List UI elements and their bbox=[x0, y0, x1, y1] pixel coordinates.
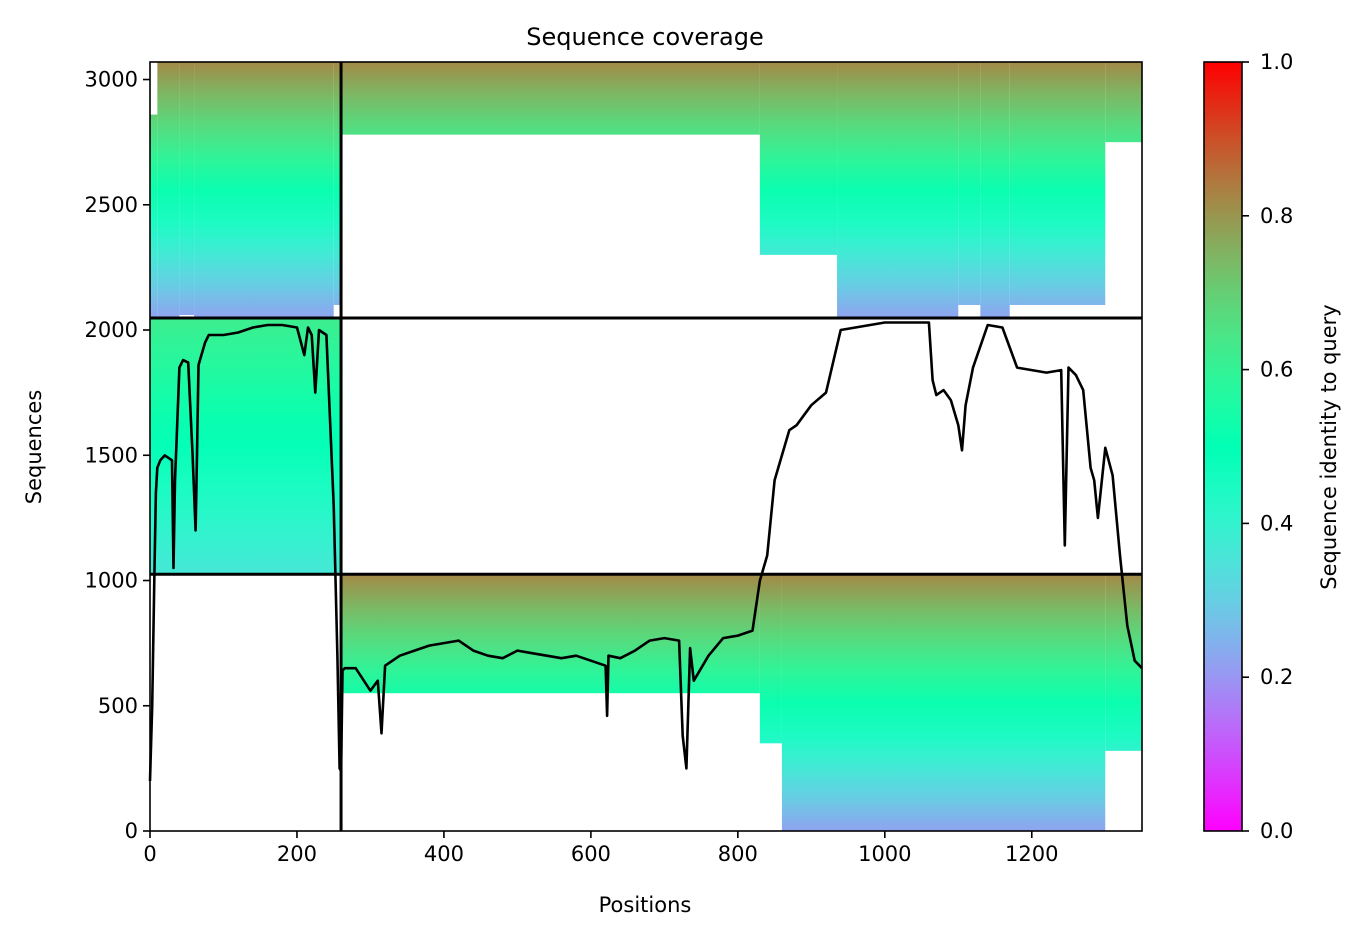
colorbar-tick-label: 0.2 bbox=[1260, 665, 1293, 689]
y-tick-label: 1000 bbox=[85, 569, 138, 593]
x-tick-label: 1000 bbox=[858, 842, 911, 866]
x-tick-label: 800 bbox=[718, 842, 758, 866]
coverage-column bbox=[759, 62, 838, 255]
coverage-block-0 bbox=[150, 62, 342, 318]
colorbar-tick-label: 0.0 bbox=[1260, 819, 1293, 843]
colorbar-label: Sequence identity to query bbox=[1317, 304, 1341, 589]
coverage-column bbox=[333, 62, 342, 305]
colorbar: 0.0 0.2 0.4 0.6 0.8 1.0 bbox=[1203, 50, 1293, 843]
coverage-column bbox=[1009, 62, 1106, 305]
coverage-block-1 bbox=[341, 62, 1142, 318]
x-tick-label: 0 bbox=[143, 842, 156, 866]
x-tick-label: 1200 bbox=[1005, 842, 1058, 866]
x-axis: 0 200 400 600 800 1000 1200 bbox=[143, 831, 1059, 866]
coverage-column bbox=[980, 62, 1010, 318]
coverage-column bbox=[958, 62, 981, 305]
y-tick-label: 2500 bbox=[85, 193, 138, 217]
x-tick-label: 200 bbox=[277, 842, 317, 866]
coverage-column bbox=[194, 62, 334, 318]
colorbar-tick-label: 0.4 bbox=[1260, 511, 1293, 535]
y-tick-label: 500 bbox=[98, 694, 138, 718]
coverage-line bbox=[148, 321, 1143, 781]
coverage-block-3 bbox=[341, 574, 1142, 831]
coverage-column bbox=[781, 574, 1106, 831]
plot-frame bbox=[149, 61, 1143, 832]
coverage-column bbox=[341, 62, 760, 135]
plot-area bbox=[148, 61, 1143, 832]
y-tick-label: 3000 bbox=[85, 68, 138, 92]
colorbar-tick-label: 0.6 bbox=[1260, 358, 1293, 382]
coverage-column bbox=[157, 62, 180, 318]
y-tick-label: 0 bbox=[125, 819, 138, 843]
y-tick-label: 2000 bbox=[85, 318, 138, 342]
y-axis-label: Sequences bbox=[22, 390, 46, 505]
coverage-column bbox=[179, 62, 195, 315]
colorbar-tick-label: 0.8 bbox=[1260, 204, 1293, 228]
coverage-column bbox=[837, 62, 959, 318]
x-axis-label: Positions bbox=[599, 893, 692, 917]
coverage-column bbox=[759, 574, 782, 744]
x-tick-label: 600 bbox=[571, 842, 611, 866]
colorbar-tick-label: 1.0 bbox=[1260, 50, 1293, 74]
chart-title: Sequence coverage bbox=[526, 23, 763, 51]
y-tick-label: 1500 bbox=[85, 443, 138, 467]
y-axis: 0 500 1000 1500 2000 2500 3000 bbox=[85, 68, 150, 843]
colorbar-scale bbox=[1203, 61, 1243, 832]
coverage-column bbox=[1105, 62, 1142, 143]
x-tick-label: 400 bbox=[424, 842, 464, 866]
coverage-column bbox=[150, 114, 158, 318]
